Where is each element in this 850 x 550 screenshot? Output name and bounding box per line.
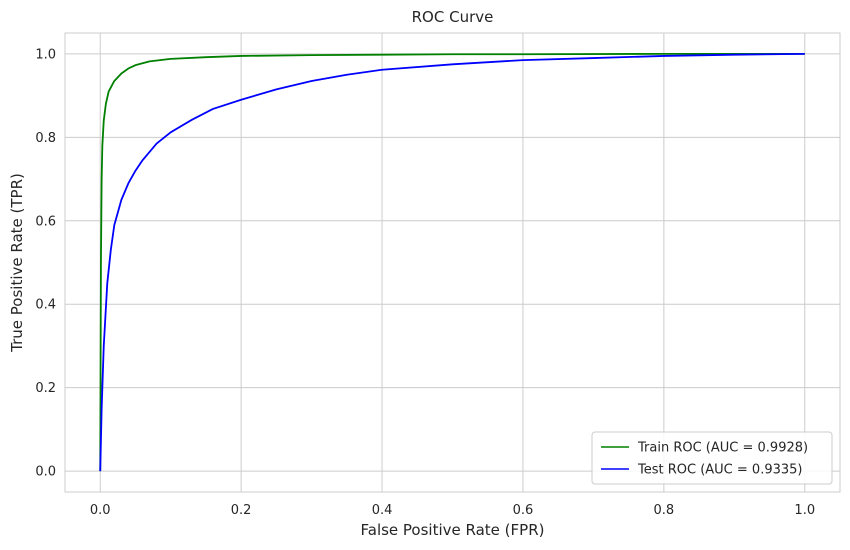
y-tick-labels: 0.0 0.2 0.4 0.6 0.8 1.0 — [35, 47, 56, 479]
y-axis-label: True Positive Rate (TPR) — [8, 173, 26, 353]
series-layer — [99, 52, 805, 472]
x-tick-label: 0.8 — [654, 503, 675, 518]
y-tick-label: 0.2 — [35, 381, 56, 396]
y-tick-label: 1.0 — [35, 47, 56, 62]
y-tick-label: 0.6 — [35, 214, 56, 229]
x-tick-label: 0.2 — [231, 503, 252, 518]
plot-background — [65, 33, 840, 492]
plot-frame — [64, 32, 841, 493]
legend: Train ROC (AUC = 0.9928) Test ROC (AUC =… — [591, 431, 833, 485]
y-tick-label: 0.4 — [35, 298, 56, 313]
x-tick-label: 0.0 — [90, 503, 111, 518]
train-roc-line — [99, 52, 805, 472]
grid-lines — [65, 33, 840, 492]
chart-title: ROC Curve — [412, 8, 494, 26]
legend-label-train: Train ROC (AUC = 0.9928) — [637, 441, 808, 456]
y-tick-label: 0.0 — [35, 465, 56, 480]
y-tick-label: 0.8 — [35, 131, 56, 146]
x-tick-label: 0.4 — [372, 503, 393, 518]
legend-box — [591, 431, 833, 485]
legend-label-test: Test ROC (AUC = 0.9335) — [637, 463, 802, 478]
x-tick-label: 0.6 — [513, 503, 534, 518]
x-axis-label: False Positive Rate (FPR) — [361, 521, 545, 539]
test-roc-line — [99, 52, 805, 472]
x-tick-label: 1.0 — [794, 503, 815, 518]
x-tick-labels: 0.0 0.2 0.4 0.6 0.8 1.0 — [90, 503, 815, 518]
